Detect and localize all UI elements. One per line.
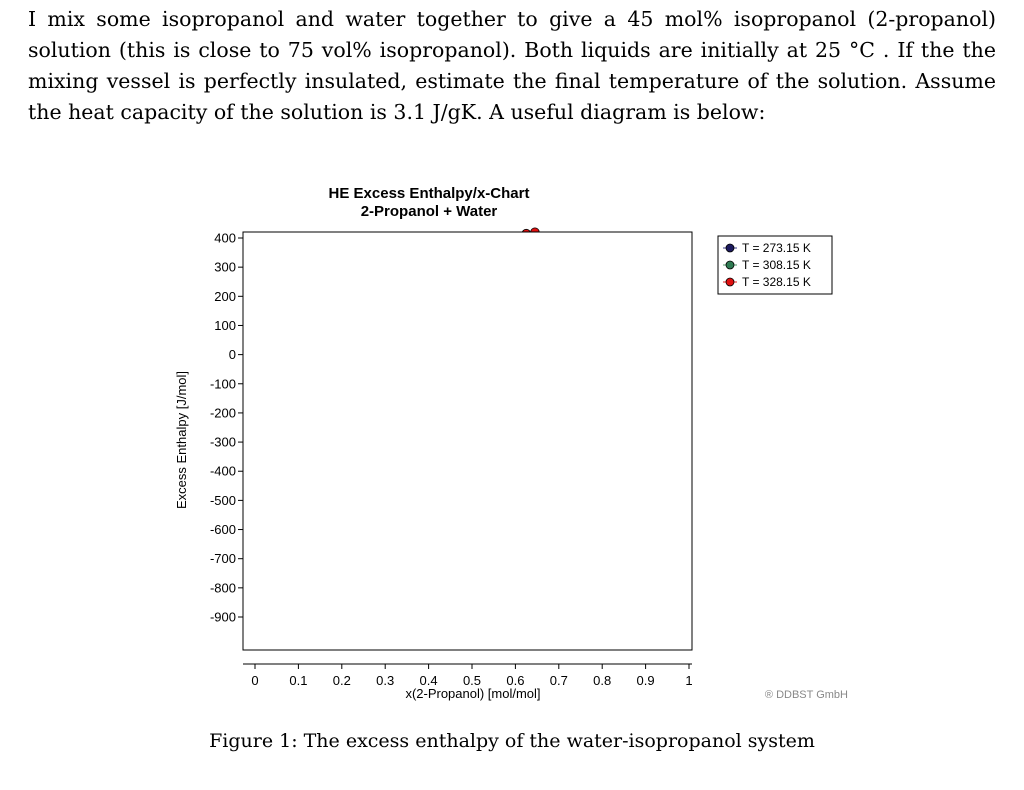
y-tick-label: -700 <box>210 551 236 566</box>
y-tick-label: 200 <box>214 289 236 304</box>
y-tick-label: 300 <box>214 260 236 275</box>
x-tick-label: 1 <box>685 673 692 688</box>
chart-legend: T = 273.15 K T = 308.15 K T = 328.15 K <box>717 235 833 295</box>
x-tick-label: 0.1 <box>289 673 307 688</box>
legend-marker <box>725 260 735 270</box>
chart-title: HE Excess Enthalpy/x-Chart <box>329 185 530 202</box>
x-tick-label: 0.9 <box>637 673 655 688</box>
y-tick-label: -500 <box>210 493 236 508</box>
copyright-credit: ® DDBST GmbH <box>765 689 848 701</box>
y-tick-label: -900 <box>210 610 236 625</box>
x-tick-label: 0.8 <box>593 673 611 688</box>
x-tick-label: 0.2 <box>333 673 351 688</box>
x-tick-label: 0.7 <box>550 673 568 688</box>
y-tick-label: 0 <box>229 347 236 362</box>
figure-caption: Figure 1: The excess enthalpy of the wat… <box>209 730 815 752</box>
y-tick-label: -800 <box>210 580 236 595</box>
y-tick-label: -300 <box>210 435 236 450</box>
y-tick-label: -200 <box>210 405 236 420</box>
x-tick-label: 0.5 <box>463 673 481 688</box>
chart-subtitle: 2-Propanol + Water <box>361 203 498 220</box>
legend-entry: T = 308.15 K <box>742 258 811 272</box>
y-axis-label: Excess Enthalpy [J/mol] <box>174 371 189 509</box>
legend-marker <box>725 277 735 287</box>
y-tick-label: -400 <box>210 464 236 479</box>
y-tick-label: 400 <box>214 231 236 246</box>
plot-frame <box>242 231 693 651</box>
y-tick-label: 100 <box>214 318 236 333</box>
question-text: I mix some isopropanol and water togethe… <box>28 7 996 124</box>
legend-entry: T = 328.15 K <box>742 275 811 289</box>
x-tick-label: 0.6 <box>506 673 524 688</box>
chart-axes <box>238 231 693 669</box>
legend-entry: T = 273.15 K <box>742 241 811 255</box>
y-tick-label: -100 <box>210 376 236 391</box>
y-tick-label: -600 <box>210 522 236 537</box>
x-axis-label: x(2-Propanol) [mol/mol] <box>405 686 540 701</box>
x-tick-labels: 0 0.1 0.2 0.3 0.4 0.5 0.6 0.7 0.8 0.9 1 <box>251 673 692 688</box>
y-tick-labels: 400 300 200 100 0 -100 -200 -300 -400 -500 -600 -70… <box>210 231 236 625</box>
x-tick-label: 0 <box>251 673 258 688</box>
x-tick-label: 0.3 <box>376 673 394 688</box>
x-tick-label: 0.4 <box>420 673 438 688</box>
legend-marker <box>725 243 735 253</box>
